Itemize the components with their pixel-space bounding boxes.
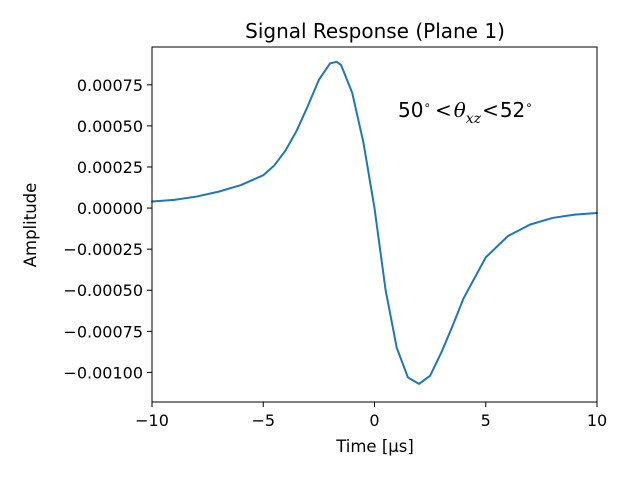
x-tick-label: −5 — [251, 411, 275, 430]
annotation-degree-symbol-2: ∘ — [525, 98, 533, 112]
y-tick-label: −0.00100 — [63, 363, 143, 382]
angle-range-annotation: 50∘ < θxz<52∘ — [398, 98, 533, 127]
series-line-0 — [151, 60, 598, 385]
y-axis-label: Amplitude — [21, 183, 40, 268]
annotation-upper-bound: 52 — [500, 98, 525, 122]
x-tick-label: 10 — [587, 411, 607, 430]
y-tick-label: 0.00025 — [77, 158, 143, 177]
annotation-lower-bound: 50 — [398, 98, 423, 122]
annotation-less-than-2: < — [482, 98, 499, 122]
x-tick-label: 0 — [369, 411, 379, 430]
y-tick-label: 0.00000 — [77, 199, 143, 218]
x-tick-label: −10 — [135, 411, 169, 430]
annotation-degree-symbol-1: ∘ — [423, 98, 431, 112]
plot-area: −10 −5 0 5 10 0.00075 0.00050 0.00025 0.00000 −0.… — [63, 46, 607, 430]
annotation-theta: θ — [454, 98, 466, 122]
chart-title: Signal Response (Plane 1) — [245, 19, 505, 43]
x-tick-label: 5 — [481, 411, 491, 430]
annotation-subscript: xz — [466, 111, 482, 127]
y-tick-label: −0.00050 — [63, 281, 143, 300]
annotation-less-than-1: < — [435, 98, 452, 122]
y-tick-label: 0.00050 — [77, 117, 143, 136]
y-tick-label: −0.00075 — [63, 322, 143, 341]
y-tick-label: 0.00075 — [77, 76, 143, 95]
y-tick-label: −0.00025 — [63, 240, 143, 259]
x-axis-label: Time [μs] — [335, 437, 414, 456]
